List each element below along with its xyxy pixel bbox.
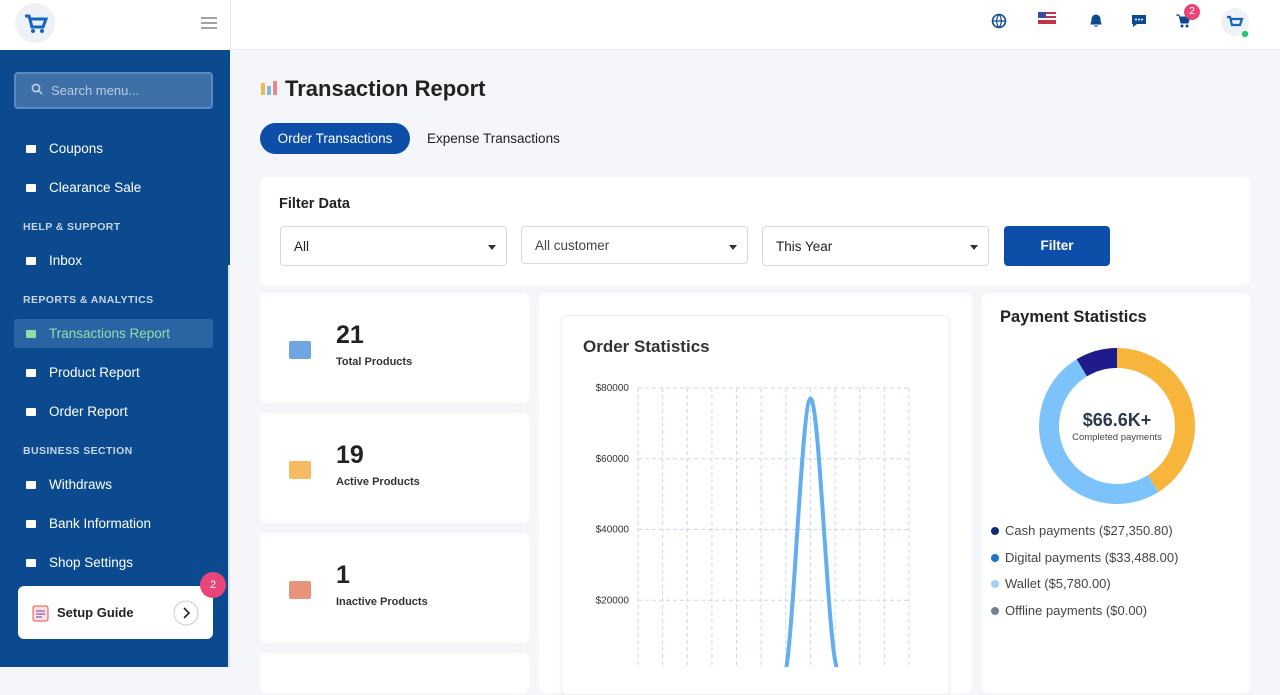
menu-label: Product Report — [49, 365, 140, 380]
chat-icon[interactable] — [1131, 13, 1147, 29]
stat-label: Total Products — [336, 356, 413, 368]
menu-item[interactable]: Withdraws — [14, 470, 213, 499]
menu-section: BUSINESS SECTION — [23, 445, 133, 457]
stat-icon — [289, 461, 311, 479]
menu-label: Order Report — [49, 404, 128, 419]
globe-icon[interactable] — [991, 13, 1021, 33]
setup-guide[interactable]: Setup Guide — [18, 586, 213, 639]
menu-label: Transactions Report — [49, 326, 171, 341]
menu-item[interactable]: Transactions Report — [14, 319, 213, 348]
stat-icon — [289, 341, 311, 359]
legend-label: Cash payments ($27,350.80) — [1005, 523, 1173, 538]
menu-toggle[interactable] — [201, 16, 217, 30]
filter-button[interactable]: Filter — [1004, 226, 1110, 266]
stat-value: 19 — [336, 441, 364, 469]
tab[interactable]: Expense Transactions — [427, 131, 560, 146]
stat-icon — [289, 581, 311, 599]
legend-label: Wallet ($5,780.00) — [1005, 576, 1111, 591]
line-series — [784, 396, 839, 667]
stat-value: 1 — [336, 561, 350, 589]
y-tick-label: $40000 — [596, 525, 630, 536]
menu-label: Shop Settings — [49, 555, 134, 570]
line-chart: $80000 $60000 $40000 $20000 — [596, 383, 910, 667]
donut-chart — [1039, 348, 1195, 504]
page-title: Transaction Report — [285, 76, 486, 101]
top-bar: 2 — [231, 0, 1280, 50]
setup-guide-label: Setup Guide — [57, 605, 134, 620]
filter-title: Filter Data — [279, 196, 350, 212]
menu-label: Inbox — [49, 253, 83, 268]
search-placeholder: Search menu... — [51, 83, 140, 98]
bell-icon[interactable] — [1088, 13, 1104, 29]
menu-label: Coupons — [49, 141, 104, 156]
menu-section: HELP & SUPPORT — [23, 221, 121, 233]
menu-item[interactable]: Bank Information — [14, 509, 213, 538]
donut-segment — [1039, 359, 1159, 504]
logo-area — [0, 0, 231, 50]
menu-label: Clearance Sale — [49, 180, 142, 195]
scrollbar — [228, 265, 230, 667]
menu-item[interactable]: Order Report — [14, 397, 213, 426]
order-statistics-title: Order Statistics — [583, 337, 710, 356]
y-tick-label: $20000 — [596, 595, 630, 606]
menu-label: Bank Information — [49, 516, 152, 531]
menu-item[interactable]: Coupons — [14, 134, 213, 163]
cart-badge: 2 — [1184, 4, 1200, 20]
menu-item[interactable]: Inbox — [14, 246, 213, 275]
menu-item[interactable]: Shop Settings — [14, 548, 213, 577]
menu-item[interactable]: Product Report — [14, 358, 213, 387]
stat-value: 21 — [336, 321, 364, 349]
select[interactable]: This Year — [762, 226, 989, 266]
flag-icon[interactable] — [1038, 12, 1058, 26]
menu-section: REPORTS & ANALYTICS — [23, 294, 154, 306]
setup-badge: 2 — [200, 572, 226, 598]
legend-dot — [991, 580, 999, 588]
search-input[interactable]: Search menu... — [14, 72, 213, 109]
legend-label: Offline payments ($0.00) — [1005, 602, 1148, 618]
tab-active[interactable]: Order Transactions — [260, 123, 410, 154]
order-statistics-inner — [561, 315, 950, 695]
legend-dot — [991, 606, 999, 615]
sidebar: Search menu... Setup Guide 2 Coupons Clea… — [0, 50, 230, 667]
select[interactable]: All customer — [521, 226, 748, 264]
y-tick-label: $60000 — [596, 454, 630, 465]
stat-label: Inactive Products — [336, 596, 428, 608]
donut-segment — [1076, 348, 1117, 377]
donut-segment — [1117, 348, 1195, 493]
menu-label: Withdraws — [49, 477, 113, 492]
stat-card — [260, 653, 529, 693]
legend-label: Digital payments ($33,488.00) — [1005, 549, 1179, 565]
select[interactable]: All — [280, 226, 507, 266]
legend-dot — [991, 527, 999, 535]
avatar[interactable] — [1219, 8, 1251, 40]
y-tick-label: $80000 — [596, 383, 630, 394]
legend-dot — [991, 553, 999, 562]
title-icon — [261, 81, 277, 95]
payment-statistics-title: Payment Statistics — [1000, 308, 1147, 326]
menu-item[interactable]: Clearance Sale — [14, 173, 213, 202]
donut-center-label: Completed payments — [1072, 432, 1162, 443]
logo[interactable] — [14, 2, 56, 44]
stat-label: Active Products — [336, 476, 420, 488]
donut-center-value: $66.6K+ — [1082, 410, 1152, 430]
